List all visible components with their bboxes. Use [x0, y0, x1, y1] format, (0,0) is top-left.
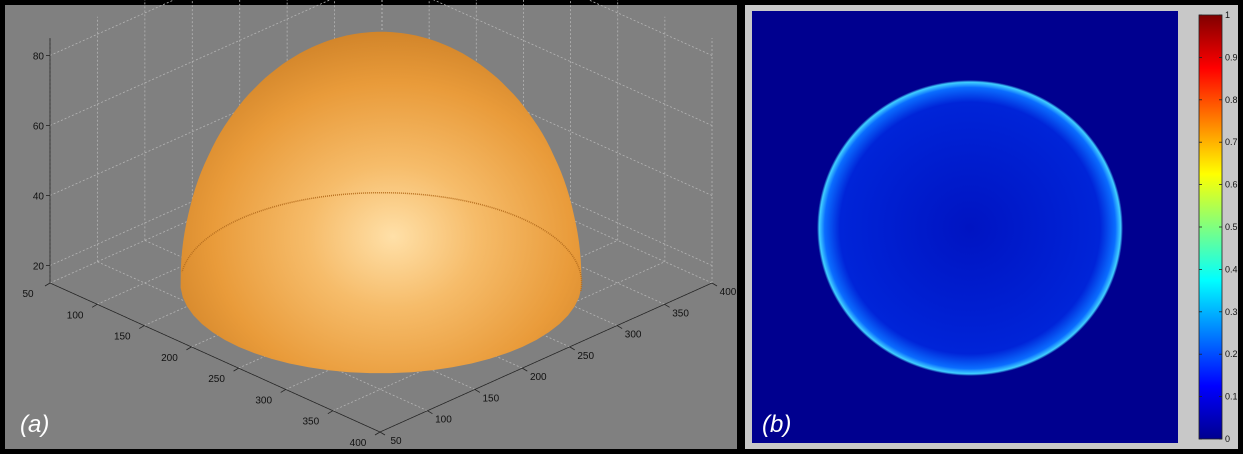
colorbar-tick-label: 0.1: [1225, 392, 1238, 402]
colorbar-tick-label: 0.4: [1225, 264, 1238, 274]
y-tick-label: 350: [672, 308, 689, 319]
y-tick-label: 250: [577, 351, 594, 362]
colorbar-tick-labels: 0 0.1 0.2 0.3 0.4 0.5 0.6 0.7 0.8 0.9 1: [1199, 10, 1238, 444]
dome-surface: [180, 31, 583, 374]
colorbar-tick-label: 0.2: [1225, 349, 1238, 359]
colorbar-tick-label: 0: [1225, 434, 1230, 444]
z-tick-label: 40: [33, 192, 45, 203]
y-tick-label: 50: [390, 436, 402, 447]
y-tick-label: 100: [435, 415, 452, 426]
z-tick-label: 60: [33, 122, 45, 133]
y-tick-label: 400: [720, 287, 737, 298]
colorbar-tick-label: 0.6: [1225, 180, 1238, 190]
z-tick-label: 20: [33, 262, 45, 273]
y-axis-tick-labels: 50 100 150 200 250 300 350 400: [390, 287, 736, 447]
dome-body: [180, 31, 582, 374]
heatmap-disk: [817, 80, 1123, 376]
colorbar-tick-label: 0.9: [1225, 52, 1238, 62]
colorbar-tick-label: 0.8: [1225, 95, 1238, 105]
x-tick-label: 50: [22, 289, 34, 300]
y-tick-label: 200: [530, 372, 547, 383]
x-tick-label: 250: [208, 374, 225, 385]
x-tick-label: 300: [255, 395, 272, 406]
colorbar-tick-label: 0.3: [1225, 307, 1238, 317]
panel-a-axes: [44, 38, 718, 436]
dome-base-rim: [181, 191, 583, 291]
x-axis-tick-labels: 50 100 150 200 250 300 350 400: [22, 289, 366, 449]
y-tick-label: 300: [625, 330, 642, 341]
z-tick-label: 80: [33, 52, 45, 63]
x-tick-label: 150: [114, 332, 131, 343]
x-tick-label: 100: [67, 310, 84, 321]
panel-b-heatmap: 0 0.1 0.2 0.3 0.4 0.5 0.6 0.7 0.8 0.9 1 (b): [745, 5, 1238, 449]
y-tick-label: 150: [483, 393, 500, 404]
colorbar: [1198, 14, 1223, 440]
colorbar-tick-label: 0.7: [1225, 137, 1238, 147]
x-tick-label: 350: [303, 417, 320, 428]
panel-a-surface-plot: 50 100 150 200 250 300 350 400 50 100 150 200 250 30…: [5, 0, 737, 449]
x-tick-label: 400: [350, 438, 367, 449]
panel-a-label: (a): [20, 411, 49, 438]
colorbar-tick-label: 0.5: [1225, 222, 1238, 232]
x-tick-label: 200: [161, 353, 178, 364]
colorbar-tick-label: 1: [1225, 10, 1230, 20]
panel-b-label: (b): [762, 411, 791, 438]
z-axis-tick-labels: 20 40 60 80: [33, 52, 45, 273]
